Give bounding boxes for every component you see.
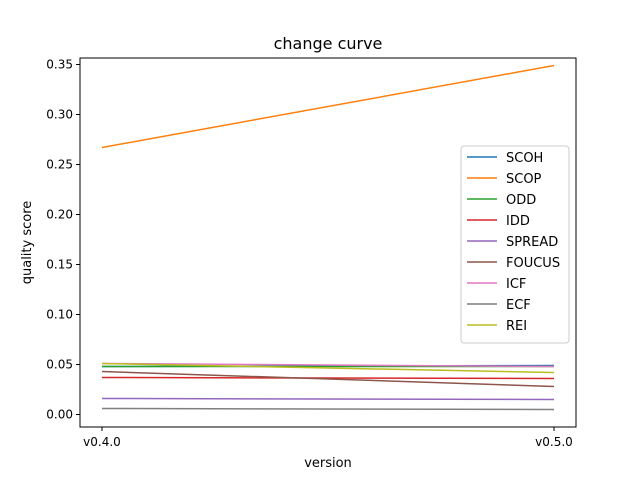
y-tick-label: 0.25	[46, 158, 73, 172]
series-line-idd	[101, 376, 555, 380]
y-tick-label: 0.05	[46, 358, 73, 372]
x-tick-label: v0.5.0	[535, 435, 573, 449]
plot-area	[101, 64, 555, 411]
legend: SCOH SCOP ODD IDD SPREAD FOUCUS ICF ECF REI	[460, 145, 570, 344]
series-line-ecf	[101, 407, 555, 411]
legend-box	[460, 145, 570, 344]
y-tick-label: 0.15	[46, 258, 73, 272]
plot-frame	[79, 57, 577, 428]
series-line-foucus	[101, 370, 555, 388]
x-axis-label: version	[304, 456, 352, 471]
axis-ticks: 0.00 0.05 0.10 0.15 0.20 0.25 0.30 0.35 v0.4.0 v0…	[46, 58, 573, 450]
y-tick-label: 0.00	[46, 408, 73, 422]
y-tick-label: 0.20	[46, 208, 73, 222]
legend-label-foucus: FOUCUS	[506, 256, 560, 271]
y-tick-label: 0.35	[46, 58, 73, 72]
legend-label-icf: ICF	[506, 277, 526, 292]
legend-label-rei: REI	[506, 319, 527, 334]
legend-label-scop: SCOP	[506, 172, 542, 187]
y-tick-label: 0.30	[46, 108, 73, 122]
legend-label-ecf: ECF	[506, 298, 531, 313]
legend-label-spread: SPREAD	[506, 235, 558, 250]
series-line-spread	[101, 397, 555, 401]
series-line-icf	[101, 362, 555, 368]
legend-label-odd: ODD	[506, 193, 536, 208]
series-line-scop	[101, 64, 555, 149]
chart-title: change curve	[274, 34, 383, 53]
y-axis-label: quality score	[20, 201, 35, 285]
legend-label-scoh: SCOH	[506, 151, 543, 166]
series-line-rei	[101, 362, 555, 374]
x-tick-label: v0.4.0	[83, 435, 121, 449]
y-tick-label: 0.10	[46, 308, 73, 322]
legend-label-idd: IDD	[506, 214, 530, 229]
